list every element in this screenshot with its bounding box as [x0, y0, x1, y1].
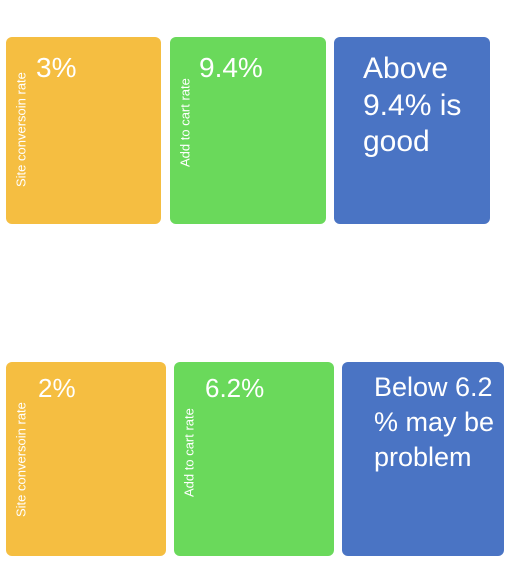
site-conversion-label: Site conversoin rate — [13, 72, 29, 187]
site-conversion-value: 3% — [36, 52, 77, 83]
add-to-cart-label: Add to cart rate — [181, 408, 197, 497]
site-conversion-box-2: Site conversoin rate 2% — [6, 362, 166, 556]
site-conversion-box-1: Site conversoin rate 3% — [6, 37, 161, 224]
add-to-cart-box-2: Add to cart rate 6.2% — [174, 362, 334, 556]
add-to-cart-label: Add to cart rate — [177, 78, 193, 167]
add-to-cart-value: 6.2% — [205, 373, 265, 403]
message-box-2: Below 6.2 % may be problem — [342, 362, 504, 556]
site-conversion-value: 2% — [38, 373, 76, 403]
message-box-1: Above 9.4% is good — [334, 37, 490, 224]
message-text: Below 6.2 % may be problem — [374, 372, 495, 473]
add-to-cart-value: 9.4% — [199, 52, 263, 83]
add-to-cart-box-1: Add to cart rate 9.4% — [170, 37, 326, 224]
site-conversion-label: Site conversoin rate — [13, 402, 29, 517]
message-text: Above 9.4% is good — [363, 52, 462, 159]
